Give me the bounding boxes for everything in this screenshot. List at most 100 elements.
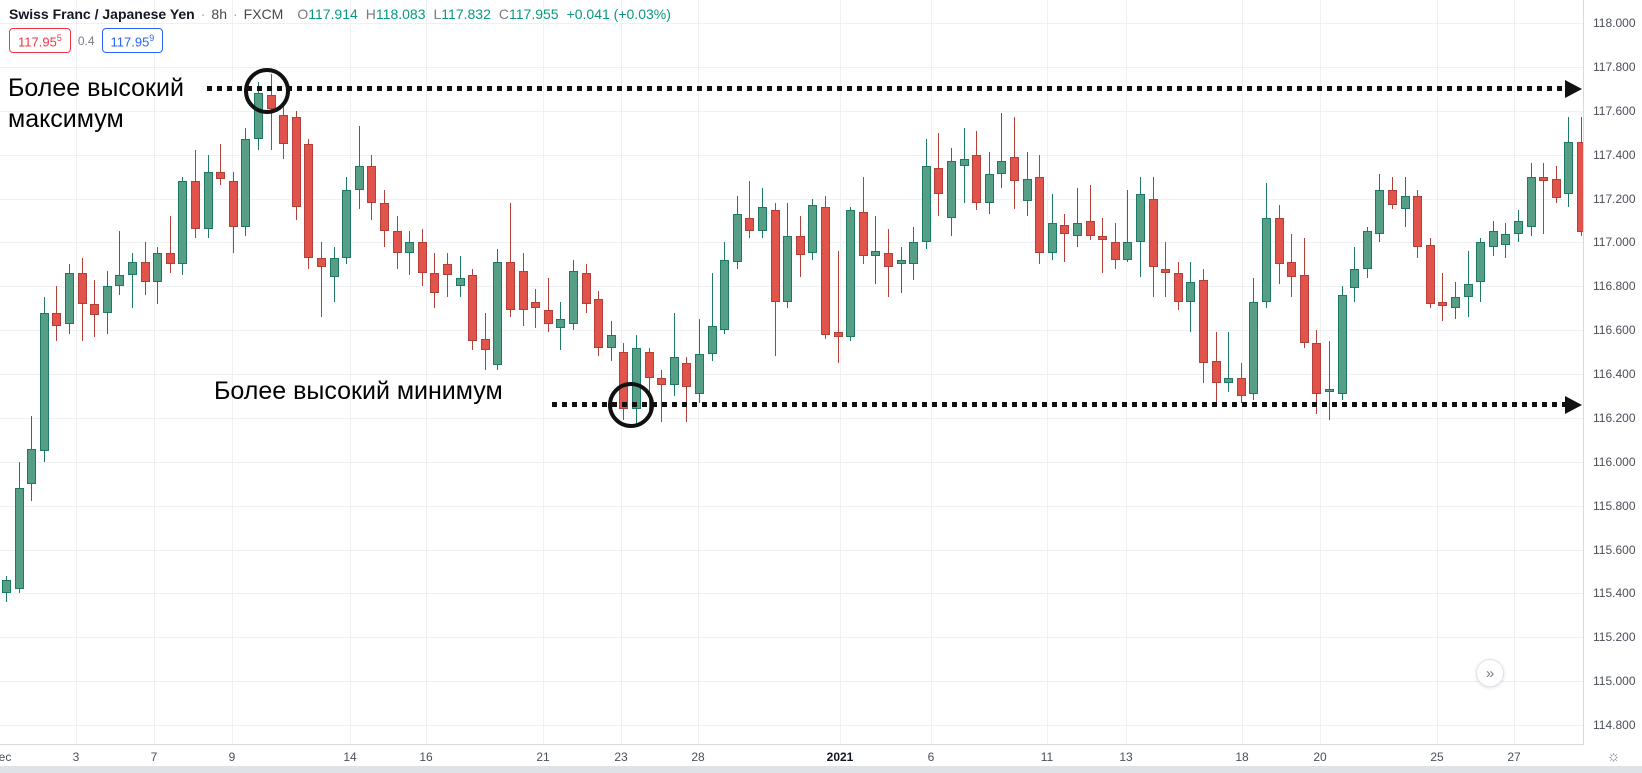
candle-up <box>959 159 969 166</box>
candle-wick <box>837 251 839 364</box>
ohlc-values: O117.914 H118.083 L117.832 C117.955 +0.0… <box>297 6 671 22</box>
candle-wick <box>510 202 511 317</box>
settings-icon[interactable]: ☼ <box>1606 747 1621 765</box>
candle-down <box>972 154 982 203</box>
higher-high-circle[interactable] <box>244 68 290 114</box>
go-to-realtime-button[interactable]: » <box>1476 659 1504 687</box>
higher-low-dotted-arrow[interactable] <box>552 402 1568 408</box>
vertical-gridline <box>232 0 233 744</box>
price-axis-label: 115.800 <box>1593 498 1636 513</box>
chart-plot-area[interactable]: Более высокий максимум Более высокий мин… <box>0 0 1584 745</box>
candle-up <box>455 277 465 287</box>
candle-down <box>934 167 944 195</box>
candle-wick <box>1228 332 1230 392</box>
candle-down <box>770 209 780 302</box>
candle-down <box>1161 268 1171 274</box>
candle-up <box>1564 141 1574 195</box>
axis-corner[interactable]: ☼ <box>1585 746 1642 766</box>
candle-down <box>581 273 591 304</box>
candle-down <box>682 363 692 388</box>
candle-down <box>1060 224 1070 234</box>
time-axis-label: 16 <box>419 750 433 764</box>
candle-down <box>644 352 654 379</box>
candle-up <box>1400 196 1410 210</box>
candle-down <box>367 165 377 203</box>
candle-wick <box>1077 187 1078 247</box>
time-axis-label: 13 <box>1119 750 1133 764</box>
higher-high-dotted-arrow[interactable] <box>207 86 1568 92</box>
vertical-gridline <box>1242 0 1243 744</box>
candle-wick <box>749 181 751 238</box>
candle-down <box>380 202 389 232</box>
price-axis-label: 116.400 <box>1593 367 1636 381</box>
higher-high-label[interactable]: Более высокий максимум <box>8 73 184 135</box>
candle-up <box>758 207 767 232</box>
candle-up <box>871 251 881 256</box>
price-axis-label: 115.400 <box>1593 586 1636 601</box>
horizontal-gridline <box>0 23 1583 24</box>
horizontal-gridline <box>0 330 1583 332</box>
candle-wick <box>1329 341 1330 421</box>
candle-down <box>52 312 62 326</box>
legend-symbol-row: Swiss Franc / Japanese Yen · 8h · FXCM O… <box>9 6 671 22</box>
time-axis-label: 9 <box>228 750 236 764</box>
horizontal-gridline <box>0 417 1583 419</box>
vertical-gridline <box>543 0 544 744</box>
vertical-gridline <box>1047 0 1048 744</box>
candle-up <box>1375 189 1385 234</box>
bid-price-button[interactable]: 117.955 <box>9 28 71 54</box>
horizontal-gridline <box>0 505 1583 507</box>
horizontal-gridline <box>0 461 1583 463</box>
candle-wick <box>648 347 650 418</box>
candle-up <box>1249 301 1259 394</box>
timeframe-label[interactable]: 8h <box>211 6 227 22</box>
time-axis[interactable]: ec 3 7 9 14 16 21 23 28 2021 6 11 13 18 20 25 27 <box>0 746 1584 766</box>
candle-wick <box>447 253 448 298</box>
candle-up <box>342 189 352 258</box>
price-axis-label: 115.600 <box>1593 542 1636 557</box>
higher-low-circle[interactable] <box>608 381 654 428</box>
candle-wick <box>459 255 461 298</box>
time-axis-label: 21 <box>536 750 550 764</box>
candle-wick <box>1127 189 1129 263</box>
price-axis[interactable]: 118.000 117.800 117.600 117.400 117.200 117.0… <box>1585 0 1642 745</box>
horizontal-gridline <box>0 637 1583 639</box>
candle-up <box>732 213 742 263</box>
candle-down <box>191 181 200 230</box>
separator-dot: · <box>232 6 238 22</box>
candle-up <box>241 139 251 228</box>
candle-up <box>27 448 37 484</box>
candle-wick <box>661 369 663 423</box>
candle-up <box>2 580 11 594</box>
ohlc-change: +0.041 (+0.03%) <box>566 6 671 22</box>
candle-wick <box>686 356 688 423</box>
candle-up <box>984 174 994 203</box>
candle-up <box>1262 218 1271 302</box>
symbol-title[interactable]: Swiss Franc / Japanese Yen <box>9 6 195 22</box>
candle-up <box>1488 231 1498 247</box>
candle-wick <box>900 246 902 293</box>
price-axis-label: 117.200 <box>1593 191 1636 206</box>
time-axis-label: 23 <box>614 750 628 764</box>
candle-down <box>480 338 490 350</box>
candle-up <box>896 260 906 265</box>
candle-down <box>228 181 238 228</box>
horizontal-gridline <box>0 725 1583 727</box>
candle-up <box>947 161 956 219</box>
time-axis-label: ec <box>0 750 12 764</box>
vertical-gridline <box>1437 0 1438 744</box>
candle-up <box>695 354 704 394</box>
candle-down <box>543 310 553 324</box>
time-axis-label: 25 <box>1430 750 1444 764</box>
candle-down <box>833 332 843 337</box>
candle-up <box>1073 222 1082 236</box>
ask-price-button[interactable]: 117.959 <box>101 28 164 54</box>
candle-down <box>1438 301 1448 306</box>
candle-up <box>556 319 566 328</box>
exchange-label: FXCM <box>243 6 284 22</box>
higher-low-label[interactable]: Более высокий минимум <box>214 376 503 407</box>
price-axis-label: 117.600 <box>1593 103 1636 118</box>
candle-up <box>1047 222 1057 254</box>
price-axis-label: 116.600 <box>1593 323 1636 338</box>
